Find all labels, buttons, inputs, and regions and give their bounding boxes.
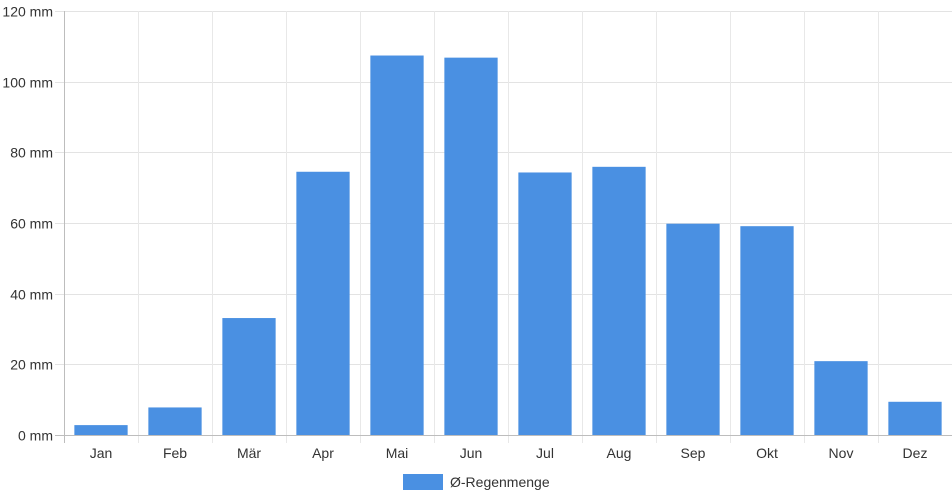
bars: [74, 55, 942, 436]
y-tick-label: 120 mm: [2, 4, 53, 20]
x-tick-label: Jul: [536, 445, 554, 461]
bar: [444, 57, 498, 435]
y-tick-label: 100 mm: [2, 75, 53, 91]
bar: [74, 425, 128, 435]
grid-lines: [55, 11, 952, 443]
bar: [740, 226, 794, 435]
y-tick-label: 0 mm: [18, 428, 53, 444]
y-tick-label: 40 mm: [10, 287, 53, 303]
legend[interactable]: Ø-Regenmenge: [403, 474, 550, 490]
bar: [518, 172, 572, 435]
x-tick-label: Dez: [903, 445, 928, 461]
x-tick-label: Mär: [237, 445, 261, 461]
x-tick-label: Jun: [460, 445, 483, 461]
bar: [222, 318, 276, 435]
axes: 0 mm 20 mm 40 mm 60 mm 80 mm 100 mm 120 mm Jan F…: [2, 4, 952, 461]
bar: [592, 166, 646, 435]
bar: [814, 361, 868, 435]
y-tick-label: 80 mm: [10, 145, 53, 161]
y-tick-label: 20 mm: [10, 357, 53, 373]
bar: [888, 401, 942, 435]
bar: [148, 407, 202, 435]
x-tick-label: Aug: [607, 445, 632, 461]
x-tick-label: Mai: [386, 445, 409, 461]
bar: [666, 223, 720, 435]
x-tick-label: Okt: [756, 445, 778, 461]
bar: [296, 171, 350, 435]
bar: [370, 55, 424, 436]
x-tick-label: Feb: [163, 445, 187, 461]
y-tick-label: 60 mm: [10, 216, 53, 232]
x-tick-label: Jan: [90, 445, 113, 461]
x-tick-label: Apr: [312, 445, 334, 461]
x-tick-label: Sep: [681, 445, 706, 461]
x-tick-label: Nov: [829, 445, 854, 461]
legend-swatch: [403, 474, 443, 490]
legend-label: Ø-Regenmenge: [450, 474, 550, 490]
